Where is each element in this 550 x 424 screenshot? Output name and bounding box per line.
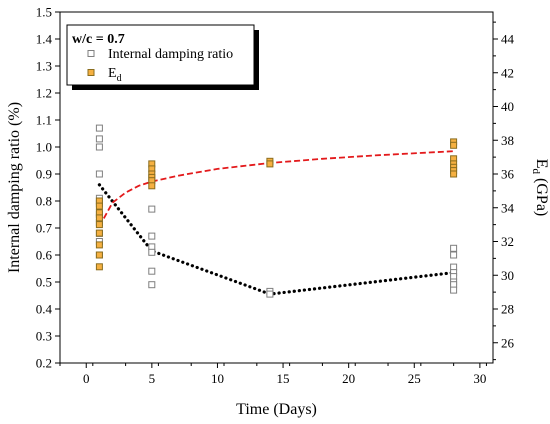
x-tick-label: 25 <box>408 371 421 386</box>
axis-ticks: 0 5 10 15 20 25 30 0.2 0.3 0.4 0.5 0.6 0.7 0.8 0.9 1.0 1… <box>36 5 515 387</box>
ed-trend-line <box>98 150 454 227</box>
ed-point <box>95 241 103 249</box>
damping-point <box>95 143 103 151</box>
y-left-tick-label: 1.3 <box>36 59 52 74</box>
x-axis-title: Time (Days) <box>236 401 317 418</box>
trend-lines <box>97 150 456 296</box>
y-left-tick-label: 0.2 <box>36 356 52 371</box>
damping-point <box>450 244 458 252</box>
y-left-tick-label: 0.7 <box>36 221 53 236</box>
damping-point <box>450 286 458 294</box>
ed-point <box>95 251 103 259</box>
y-left-axis-title: Internal damping ratio (%) <box>6 102 23 273</box>
damping-point <box>148 205 156 213</box>
legend-label-ed: Ed <box>108 66 122 84</box>
y-right-axis-title-unit: (GPa) <box>533 174 550 216</box>
y-left-tick-label: 0.8 <box>36 194 52 209</box>
damping-point <box>148 248 156 256</box>
y-left-tick-label: 0.6 <box>36 248 53 263</box>
y-right-tick-label: 26 <box>501 335 515 350</box>
y-left-tick-label: 1.0 <box>36 140 52 155</box>
damping-trend-line <box>97 183 456 296</box>
damping-point <box>266 290 274 298</box>
ed-point <box>450 170 458 178</box>
y-right-tick-label: 40 <box>501 99 514 114</box>
damping-point <box>95 124 103 132</box>
y-right-axis-title: Ed (GPa) <box>530 159 550 217</box>
legend-label-ed-sub: d <box>117 73 122 84</box>
x-tick-label: 5 <box>149 371 156 386</box>
y-left-tick-label: 0.3 <box>36 329 52 344</box>
data-points <box>95 124 458 298</box>
ed-point <box>95 263 103 271</box>
damping-point <box>95 135 103 143</box>
damping-point <box>148 281 156 289</box>
ed-point <box>450 141 458 149</box>
legend-title: w/c = 0.7 <box>72 32 125 47</box>
legend: w/c = 0.7 Internal damping ratio Ed <box>66 24 259 90</box>
y-left-tick-label: 1.5 <box>36 5 52 20</box>
legend-marker-ed <box>87 69 95 76</box>
ed-point <box>95 214 103 222</box>
ed-point <box>95 229 103 237</box>
ed-point <box>95 221 103 229</box>
y-left-tick-label: 0.9 <box>36 167 52 182</box>
y-right-tick-label: 44 <box>501 32 515 47</box>
y-right-tick-label: 32 <box>501 234 514 249</box>
x-tick-label: 10 <box>211 371 224 386</box>
legend-label-ed-main: E <box>108 66 117 81</box>
ed-point <box>148 182 156 190</box>
ed-point <box>95 202 103 210</box>
y-right-tick-label: 36 <box>501 167 515 182</box>
y-right-tick-label: 38 <box>501 133 514 148</box>
y-right-tick-label: 30 <box>501 268 514 283</box>
legend-label-damping: Internal damping ratio <box>108 47 233 62</box>
x-tick-label: 0 <box>83 371 90 386</box>
y-right-tick-label: 28 <box>501 302 514 317</box>
damping-point <box>148 232 156 240</box>
ed-point <box>266 160 274 168</box>
y-left-tick-label: 1.4 <box>36 32 53 47</box>
x-tick-label: 15 <box>277 371 290 386</box>
y-right-tick-label: 34 <box>501 200 515 215</box>
x-tick-label: 20 <box>342 371 355 386</box>
legend-marker-damping <box>87 50 95 57</box>
x-tick-label: 30 <box>473 371 486 386</box>
y-right-axis-title-main: E <box>533 159 550 169</box>
y-right-axis-title-sub: d <box>530 169 542 175</box>
damping-point <box>450 251 458 259</box>
damping-point <box>148 267 156 275</box>
y-left-tick-label: 0.5 <box>36 275 52 290</box>
damping-point <box>95 170 103 178</box>
y-left-tick-label: 1.2 <box>36 86 52 101</box>
plot-frame <box>59 11 494 364</box>
y-left-tick-label: 1.1 <box>36 113 52 128</box>
y-left-tick-label: 0.4 <box>36 302 53 317</box>
legend-box <box>66 24 255 86</box>
y-right-tick-label: 42 <box>501 65 514 80</box>
